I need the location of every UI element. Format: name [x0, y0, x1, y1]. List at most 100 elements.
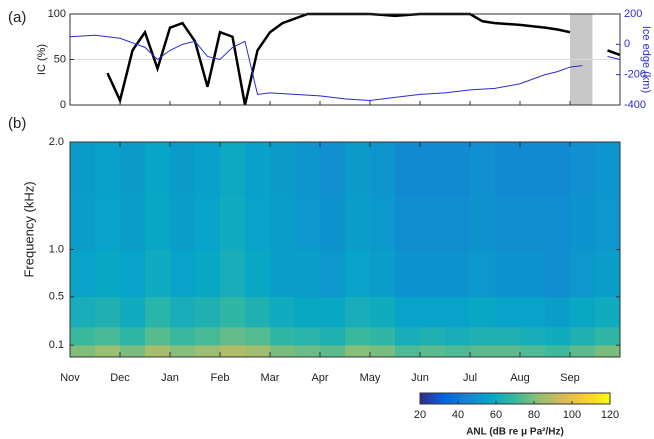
colorbar-segment: [473, 393, 478, 404]
colorbar-segment: [553, 393, 557, 404]
heatmap-cell: [495, 296, 521, 328]
heatmap-cell: [445, 345, 471, 358]
heatmap-cell: [295, 327, 321, 346]
heatmap-cell: [195, 142, 221, 197]
heatmap-cell: [520, 195, 546, 250]
colorbar-segment: [534, 393, 538, 404]
heatmap-cell: [495, 345, 521, 358]
colorbar-tick-label: 80: [528, 409, 540, 421]
heatmap-cell: [95, 327, 121, 346]
heatmap-cell: [70, 142, 96, 197]
plot-frame: [69, 13, 621, 106]
colorbar-segment: [442, 393, 446, 404]
colorbar-segment: [524, 393, 529, 404]
heatmap-cell: [570, 249, 596, 298]
heatmap-cell: [320, 296, 346, 328]
y-tick-label: 0.1: [49, 339, 64, 351]
plot-frame: [69, 141, 621, 358]
heatmap-cell: [220, 142, 246, 197]
heatmap-cell: [345, 345, 371, 358]
colorbar-segment: [496, 393, 500, 404]
colorbar-segment: [454, 393, 459, 404]
heatmap-cell: [95, 195, 121, 250]
colorbar-segment: [423, 393, 427, 404]
heatmap-cell: [370, 195, 396, 250]
colorbar-segment: [461, 393, 465, 404]
heatmap-cell: [245, 195, 271, 250]
heatmap-cell: [420, 195, 446, 250]
colorbar-segment: [518, 393, 522, 404]
y-tick-label: 2.0: [49, 136, 64, 148]
heatmap-cell: [345, 327, 371, 346]
colorbar-segment: [432, 393, 437, 404]
y-tick-label: 0: [60, 99, 66, 111]
colorbar-segment: [578, 393, 582, 404]
colorbar-segment: [470, 393, 475, 404]
heatmap-cell: [570, 345, 596, 358]
heatmap-cell: [70, 345, 96, 358]
heatmap-cell: [120, 296, 146, 328]
y-tick-label: 50: [54, 53, 66, 65]
y2-axis-label: Ice edge (km): [640, 26, 652, 93]
heatmap-cell: [95, 142, 121, 197]
heatmap-cell: [170, 249, 196, 298]
heatmap-cell: [370, 327, 396, 346]
heatmap-cell: [270, 327, 296, 346]
colorbar-tick-label: 20: [414, 409, 426, 421]
heatmap-cell: [395, 142, 421, 197]
heatmap-cell: [270, 296, 296, 328]
heatmap-cell: [195, 327, 221, 346]
colorbar-segment: [543, 393, 548, 404]
heatmap-cell: [70, 249, 96, 298]
colorbar-segment: [458, 393, 462, 404]
heatmap-cell: [270, 249, 296, 298]
heatmap-cell: [395, 249, 421, 298]
heatmap-cell: [520, 249, 546, 298]
heatmap-cell: [170, 195, 196, 250]
heatmap-cell: [245, 327, 271, 346]
heatmap-cell: [445, 327, 471, 346]
colorbar-segment: [537, 393, 541, 404]
colorbar-segment: [505, 393, 510, 404]
heatmap-cell: [120, 142, 146, 197]
heatmap-cell: [70, 327, 96, 346]
colorbar-segment: [568, 393, 573, 404]
heatmap-cell: [70, 195, 96, 250]
colorbar-segment: [511, 393, 516, 404]
heatmap-cell: [470, 249, 496, 298]
heatmap-cell: [595, 345, 621, 358]
colorbar-segment: [435, 393, 440, 404]
heatmap-cell: [320, 345, 346, 358]
colorbar-segment: [572, 393, 576, 404]
heatmap-cell: [520, 345, 546, 358]
y2-tick-label: 0: [624, 38, 630, 50]
colorbar-segment: [480, 393, 484, 404]
heatmap-cell: [395, 327, 421, 346]
heatmap-cell: [470, 296, 496, 328]
colorbar-tick-label: 40: [452, 409, 464, 421]
heatmap-cell: [470, 195, 496, 250]
heatmap-cell: [595, 327, 621, 346]
heatmap-cell: [470, 327, 496, 346]
heatmap-cell: [295, 345, 321, 358]
colorbar-segment: [451, 393, 456, 404]
colorbar-segment: [445, 393, 449, 404]
heatmap-cell: [320, 249, 346, 298]
colorbar-segment: [600, 393, 605, 404]
heatmap-cell: [570, 142, 596, 197]
heatmap-cell: [570, 296, 596, 328]
colorbar-label: ANL (dB re μ Pa²/Hz): [466, 427, 564, 438]
heatmap-cell: [95, 249, 121, 298]
heatmap-cell: [345, 296, 371, 328]
heatmap-cell: [545, 142, 571, 197]
colorbar-segment: [489, 393, 494, 404]
colorbar-segment: [527, 393, 532, 404]
x-tick-label: Jan: [161, 372, 179, 384]
colorbar-segment: [549, 393, 554, 404]
colorbar-segment: [606, 393, 611, 404]
heatmap-cell: [345, 249, 371, 298]
heatmap-cell: [420, 296, 446, 328]
heatmap-cell: [195, 249, 221, 298]
heatmap-cell: [370, 296, 396, 328]
